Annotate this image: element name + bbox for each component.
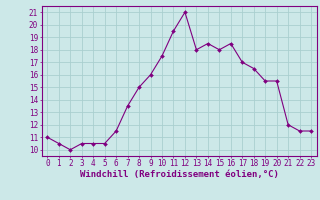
X-axis label: Windchill (Refroidissement éolien,°C): Windchill (Refroidissement éolien,°C) — [80, 170, 279, 179]
